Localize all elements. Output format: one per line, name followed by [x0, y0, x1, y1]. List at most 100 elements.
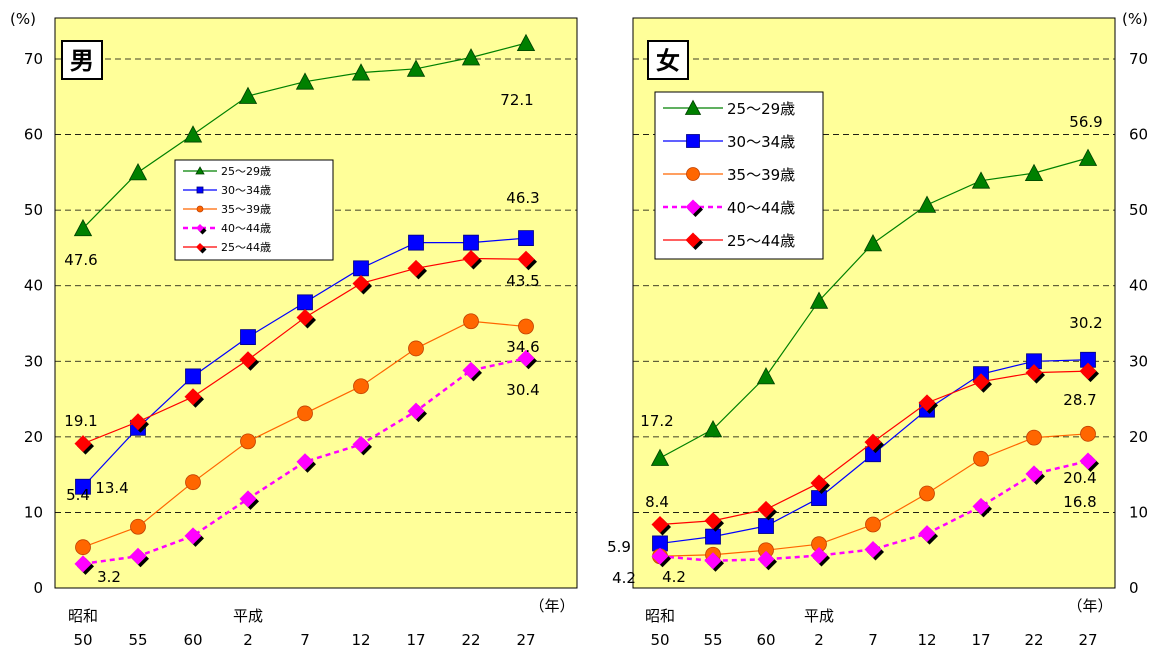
data-point [296, 453, 314, 471]
data-point [1078, 148, 1098, 166]
y-tick-label: 70 [1129, 50, 1148, 68]
data-point [918, 394, 936, 412]
data-point [185, 368, 201, 385]
legend-marker [686, 167, 700, 181]
data-point [184, 527, 202, 545]
series-0 [650, 148, 1098, 466]
data-point [352, 274, 370, 292]
series-3 [651, 452, 1099, 572]
y-tick-label: 30 [1129, 352, 1148, 370]
x-tick-label: 50 [650, 631, 669, 649]
y-tick-label: 10 [24, 503, 43, 521]
data-label: 13.4 [95, 479, 128, 497]
data-point [1080, 425, 1096, 442]
legend-marker [685, 232, 701, 248]
data-point [239, 490, 257, 508]
data-point [651, 547, 669, 565]
y-tick-label: 20 [24, 428, 43, 446]
legend-entry: 40〜44歳 [727, 199, 795, 217]
y-tick-label: 40 [24, 277, 43, 295]
data-point [128, 163, 148, 181]
data-point [406, 59, 426, 77]
data-point [1024, 163, 1044, 182]
data-point [295, 72, 315, 90]
data-point [757, 550, 775, 568]
data-point [408, 234, 424, 251]
data-point [865, 516, 881, 533]
data-label: 17.2 [640, 412, 673, 430]
x-tick-label: 60 [183, 631, 202, 649]
x-tick-label: 55 [128, 631, 147, 649]
data-point [810, 474, 828, 492]
title-box [61, 40, 103, 80]
y-tick-label: 50 [1129, 201, 1148, 219]
series-0 [73, 33, 536, 237]
data-point [130, 518, 146, 535]
legend-entry: 30〜34歳 [727, 133, 795, 151]
data-point [757, 500, 775, 518]
data-point [74, 555, 92, 573]
data-label: 46.3 [506, 189, 539, 207]
data-point [463, 313, 479, 330]
data-point [918, 525, 936, 543]
data-point [407, 402, 425, 420]
x-tick-label: 17 [406, 631, 425, 649]
data-point [809, 291, 829, 309]
data-point [1026, 429, 1042, 446]
era-label: 平成 [804, 607, 834, 625]
data-point [758, 518, 774, 534]
era-label: 平成 [233, 607, 263, 625]
x-unit-label: （年） [1067, 597, 1112, 615]
legend-marker [195, 166, 205, 175]
data-point [74, 435, 92, 453]
x-tick-label: 17 [971, 631, 990, 649]
data-point [518, 230, 534, 247]
data-point [239, 351, 257, 369]
data-point [73, 218, 93, 237]
data-point [183, 125, 203, 143]
series-line [82, 357, 527, 566]
data-point [352, 435, 370, 453]
x-tick-label: 2 [243, 631, 253, 649]
data-label: 5.4 [66, 486, 90, 504]
legend-marker [196, 205, 204, 213]
x-tick-label: 27 [516, 631, 535, 649]
data-point [864, 540, 882, 558]
x-tick-label: 22 [1024, 631, 1043, 649]
data-point [1025, 364, 1043, 382]
y-unit-label: (%) [1122, 10, 1148, 28]
data-label: 20.4 [1063, 469, 1096, 487]
legend-entry: 30〜34歳 [221, 184, 271, 197]
data-point [972, 497, 990, 515]
data-point [703, 419, 723, 438]
data-point [462, 361, 480, 379]
plot-area [54, 17, 578, 589]
data-point [704, 512, 722, 530]
x-tick-label: 7 [868, 631, 878, 649]
series-4 [651, 362, 1099, 536]
y-tick-label: 60 [24, 126, 43, 144]
data-point [238, 86, 258, 104]
data-point [1079, 362, 1097, 380]
data-label: 19.1 [64, 412, 97, 430]
data-point [863, 234, 883, 252]
x-tick-label: 22 [461, 631, 480, 649]
data-point [1025, 465, 1043, 483]
data-point [756, 367, 776, 385]
legend-box [654, 91, 824, 260]
data-label: 5.9 [607, 538, 631, 556]
chart-title: 男 [70, 47, 94, 75]
legend-entry: 25〜44歳 [221, 241, 271, 254]
data-point [353, 378, 369, 395]
y-tick-label: 30 [24, 352, 43, 370]
y-tick-label: 0 [33, 579, 43, 597]
data-point [463, 234, 479, 251]
x-tick-label: 60 [756, 631, 775, 649]
data-label: 4.2 [612, 569, 636, 587]
legend-entry: 40〜44歳 [221, 222, 271, 235]
y-tick-label: 60 [1129, 126, 1148, 144]
data-point [240, 433, 256, 450]
data-point [972, 373, 990, 391]
data-point [517, 250, 535, 268]
